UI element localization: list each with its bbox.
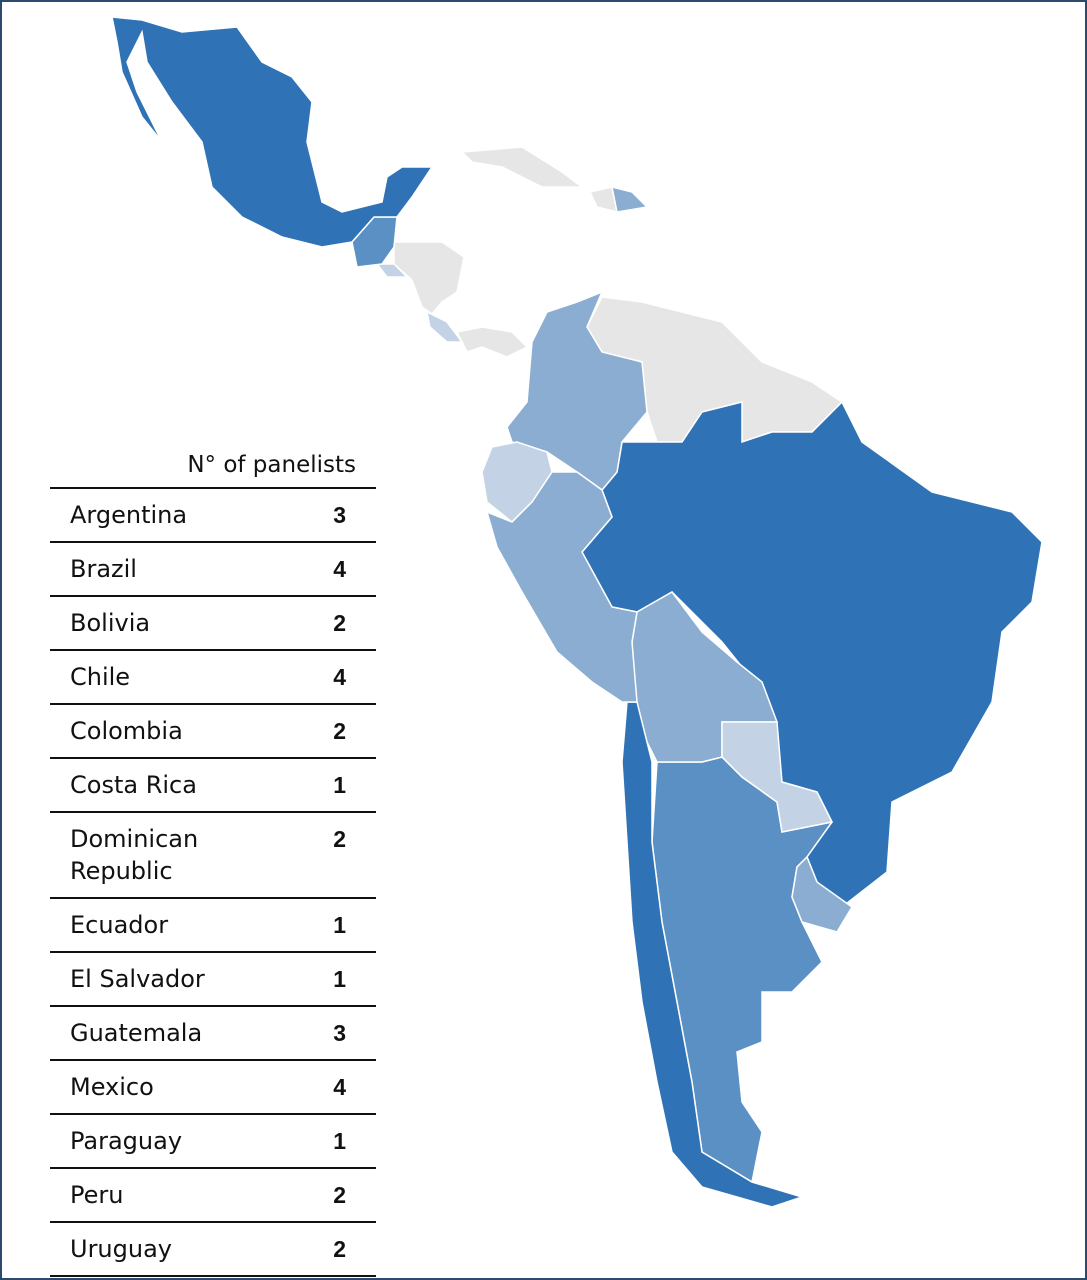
- country: [621, 701, 805, 1208]
- country-name: Peru: [50, 1168, 250, 1223]
- panelist-count: 1: [250, 952, 376, 1007]
- legend-row: Brazil 4: [50, 542, 376, 597]
- panelist-count: 1: [250, 758, 376, 813]
- legend-row: Mexico 4: [50, 1060, 376, 1115]
- legend-row: Colombia 2: [50, 704, 376, 759]
- country-name: Mexico: [50, 1060, 250, 1115]
- legend-row: Guatemala 3: [50, 1006, 376, 1061]
- country-name: Paraguay: [50, 1114, 250, 1169]
- country: [425, 310, 464, 343]
- panelist-count: 1: [250, 1114, 376, 1169]
- country: [485, 471, 638, 703]
- country-name: Chile: [50, 650, 250, 705]
- panelist-count: 3: [250, 1006, 376, 1061]
- panelist-count: 4: [250, 650, 376, 705]
- country-name: Costa Rica: [50, 758, 250, 813]
- country-name: Bolivia: [50, 596, 250, 651]
- panelist-count: 2: [250, 1168, 376, 1223]
- legend-title: N° of panelists: [187, 452, 356, 478]
- country-name: Argentina: [50, 488, 250, 543]
- legend-row: Paraguay 1: [50, 1114, 376, 1169]
- country-name: Colombia: [50, 704, 250, 759]
- legend-row: Argentina 3: [50, 488, 376, 543]
- country-no-data: [460, 146, 585, 188]
- country-name: El Salvador: [50, 952, 250, 1007]
- country-name: Dominican Republic: [50, 812, 250, 899]
- legend-row: Peru 2: [50, 1168, 376, 1223]
- panelist-count: 2: [250, 812, 376, 899]
- panelist-count: 4: [250, 542, 376, 597]
- country-name: Guatemala: [50, 1006, 250, 1061]
- country: [791, 855, 853, 933]
- panelist-count: 4: [250, 1060, 376, 1115]
- country-name: Ecuador: [50, 898, 250, 953]
- country-no-data: [393, 241, 465, 316]
- legend-row: Costa Rica 1: [50, 758, 376, 813]
- legend-table: Argentina 3 Brazil 4 Bolivia 2 Chile 4 Colombia 2…: [50, 487, 376, 1277]
- country-name: Uruguay: [50, 1222, 250, 1277]
- country-no-data: [455, 326, 529, 358]
- country: [611, 185, 649, 213]
- panelist-count: 2: [250, 596, 376, 651]
- country: [506, 290, 648, 492]
- panelist-count: 3: [250, 488, 376, 543]
- country-name: Brazil: [50, 542, 250, 597]
- panelist-count: 2: [250, 704, 376, 759]
- legend: N° of panelists Argentina 3 Brazil 4 Bolivia…: [50, 447, 376, 1277]
- country: [111, 16, 434, 248]
- panelist-count: 1: [250, 898, 376, 953]
- country: [375, 263, 409, 278]
- legend-row: Chile 4: [50, 650, 376, 705]
- legend-row: El Salvador 1: [50, 952, 376, 1007]
- legend-row: Uruguay 2: [50, 1222, 376, 1277]
- legend-row: Bolivia 2: [50, 596, 376, 651]
- legend-row: Dominican Republic 2: [50, 812, 376, 899]
- country: [721, 721, 834, 833]
- legend-row: Ecuador 1: [50, 898, 376, 953]
- panelist-count: 2: [250, 1222, 376, 1277]
